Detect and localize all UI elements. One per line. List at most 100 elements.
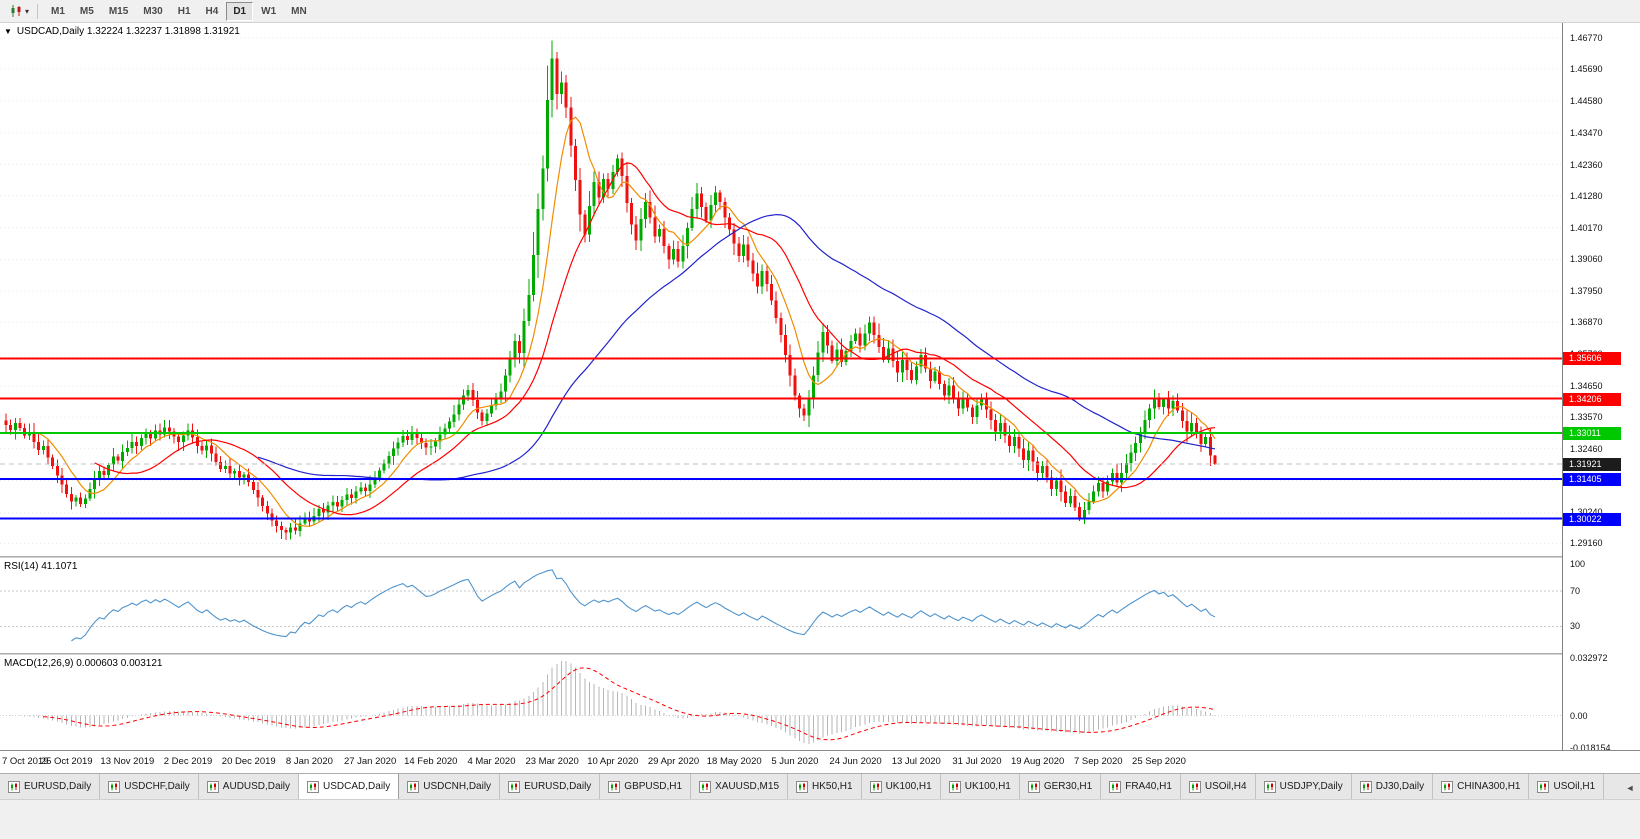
time-axis-label: 7 Sep 2020 — [1073, 756, 1123, 767]
price-axis-tick: 1.43470 — [1570, 128, 1603, 138]
chart-tab-label: XAUUSD,M15 — [715, 781, 779, 792]
time-axis-label: 10 Apr 2020 — [587, 756, 639, 767]
chart-ohlc-text: USDCAD,Daily 1.32224 1.32237 1.31898 1.3… — [16, 26, 240, 37]
macd-axis-tick: 0.00 — [1570, 711, 1588, 721]
timeframe-button-group: M1 M5 M15 M30 H1 H4 D1 W1 MN — [44, 1, 314, 21]
time-axis-label: 14 Feb 2020 — [404, 756, 458, 767]
price-axis-tick: 1.45690 — [1570, 64, 1603, 74]
mini-chart-icon — [796, 780, 808, 793]
mini-chart-icon — [8, 780, 20, 793]
price-axis[interactable]: 1.46770 1.45690 1.44580 1.43470 1.42360 1.412… — [1562, 23, 1640, 753]
macd-axis-tick: -0.018154 — [1570, 743, 1611, 753]
hline-price-badge: 1.30022 — [1563, 513, 1621, 526]
macd-indicator-label: MACD(12,26,9) 0.000603 0.003121 — [4, 658, 162, 669]
tab-scroll-left-button[interactable]: ◄ — [1620, 775, 1640, 799]
mini-chart-icon — [948, 780, 961, 793]
price-axis-tick: 1.41280 — [1570, 191, 1603, 201]
chart-tab-label: UK100,H1 — [964, 781, 1011, 792]
chart-type-dropdown-button[interactable]: ▾ — [4, 1, 34, 21]
pane-separator[interactable] — [0, 556, 1640, 558]
timeframe-button-m5[interactable]: M5 — [73, 2, 101, 21]
mini-chart-icon — [206, 780, 219, 793]
time-axis-label: 13 Jul 2020 — [891, 756, 941, 767]
macd-histogram — [10, 661, 1216, 744]
rsi-plot — [0, 569, 1562, 642]
chart-tab-label: USOil,H1 — [1553, 781, 1596, 792]
time-axis[interactable]: 7 Oct 2019 25 Oct 2019 13 Nov 2019 2 Dec 20… — [0, 750, 1640, 773]
time-axis-label: 31 Jul 2020 — [952, 756, 1002, 767]
mini-chart-icon — [1537, 780, 1550, 793]
chart-tab-label: UK100,H1 — [885, 781, 932, 792]
mini-chart-icon — [1359, 780, 1372, 793]
price-axis-tick: 1.36870 — [1570, 317, 1603, 327]
time-axis-label: 2 Dec 2019 — [163, 756, 213, 767]
price-axis-tick: 1.29160 — [1570, 538, 1603, 548]
chart-tab-fra40-h1[interactable]: FRA40,H1 — [1101, 774, 1181, 799]
chart-tab-label: HK50,H1 — [812, 781, 853, 792]
timeframe-button-w1[interactable]: W1 — [254, 2, 283, 21]
macd-plot — [0, 661, 1562, 744]
chart-tab-label: CHINA300,H1 — [1457, 781, 1521, 792]
chart-tab-gbpusd-h1[interactable]: GBPUSD,H1 — [600, 774, 692, 799]
price-axis-tick: 1.30240 — [1570, 507, 1603, 517]
chart-tab-label: USDJPY,Daily — [1279, 781, 1343, 792]
timeframe-button-m15[interactable]: M15 — [102, 2, 135, 21]
timeframe-button-m1[interactable]: M1 — [44, 2, 72, 21]
chart-tab-usoil-h1[interactable]: USOil,H1 — [1529, 774, 1605, 799]
chart-tab-uk100-h1[interactable]: UK100,H1 — [861, 774, 941, 799]
time-axis-label: 29 Apr 2020 — [647, 756, 700, 767]
rsi-indicator-label: RSI(14) 41.1071 — [4, 561, 77, 572]
chart-tab-eurusd-daily[interactable]: EURUSD,Daily — [500, 774, 601, 799]
candlestick-plot — [0, 37, 1562, 544]
bid-price-badge: 1.31921 — [1563, 458, 1621, 471]
chart-tab-label: GER30,H1 — [1043, 781, 1093, 792]
macd-label-text: MACD(12,26,9) 0.000603 0.003121 — [4, 658, 163, 669]
chart-tab-uk100-h1[interactable]: UK100,H1 — [940, 774, 1020, 799]
price-axis-tick: 1.32460 — [1570, 444, 1603, 454]
mini-chart-icon — [1441, 780, 1454, 793]
price-axis-tick: 1.40170 — [1570, 223, 1603, 233]
chart-tab-usdjpy-daily[interactable]: USDJPY,Daily — [1255, 774, 1352, 799]
chart-tab-china300-h1[interactable]: CHINA300,H1 — [1433, 774, 1530, 799]
chart-tab-hk50-h1[interactable]: HK50,H1 — [788, 774, 862, 799]
time-axis-label: 18 May 2020 — [706, 756, 762, 767]
chart-tab-audusd-daily[interactable]: AUDUSD,Daily — [198, 774, 300, 799]
candles-series — [4, 40, 1217, 541]
chart-tab-xauusd-m15[interactable]: XAUUSD,M15 — [691, 774, 788, 799]
price-axis-tick: 1.46770 — [1570, 33, 1603, 43]
chevron-down-icon: ▾ — [25, 6, 30, 16]
pane-separator[interactable] — [0, 653, 1640, 655]
price-pane[interactable]: ▼ USDCAD,Daily 1.32224 1.32237 1.31898 1… — [0, 23, 1562, 556]
timeframe-button-h1[interactable]: H1 — [171, 2, 198, 21]
timeframe-button-m30[interactable]: M30 — [136, 2, 169, 21]
chart-tab-eurusd-daily[interactable]: EURUSD,Daily — [0, 774, 101, 799]
price-axis-tick: 1.39060 — [1570, 254, 1603, 264]
chart-tab-label: DJ30,Daily — [1375, 781, 1425, 792]
rsi-pane[interactable]: RSI(14) 41.1071 — [0, 558, 1562, 653]
timeframe-button-mn[interactable]: MN — [284, 2, 314, 21]
chart-tab-label: EURUSD,Daily — [524, 781, 592, 792]
chart-tab-dj30-daily[interactable]: DJ30,Daily — [1351, 774, 1434, 799]
macd-pane[interactable]: MACD(12,26,9) 0.000603 0.003121 — [0, 655, 1562, 750]
toolbar-separator — [37, 3, 39, 19]
time-axis-label: 7 Oct 2019 — [2, 756, 49, 767]
rsi-label-text: RSI(14) 41.1071 — [4, 561, 78, 572]
chart-tab-usoil-h4[interactable]: USOil,H4 — [1180, 774, 1256, 799]
chart-tab-ger30-h1[interactable]: GER30,H1 — [1019, 774, 1102, 799]
chart-tab-label: GBPUSD,H1 — [624, 781, 683, 792]
mini-chart-icon — [1263, 780, 1276, 793]
timeframe-button-d1[interactable]: D1 — [226, 1, 254, 21]
chart-tab-label: USDCHF,Daily — [124, 781, 190, 792]
time-axis-label: 19 Aug 2020 — [1010, 756, 1065, 767]
chart-tab-usdcnh-daily[interactable]: USDCNH,Daily — [399, 774, 501, 799]
time-axis-label: 25 Oct 2019 — [40, 756, 93, 767]
chart-tab-usdcad-daily[interactable]: USDCAD,Daily — [299, 774, 400, 799]
hline-price-badge: 1.33011 — [1563, 427, 1621, 440]
chart-tab-bar: EURUSD,Daily USDCHF,Daily AUDUSD,Daily USDC… — [0, 773, 1640, 799]
rsi-axis-tick: 70 — [1570, 586, 1581, 596]
timeframe-button-h4[interactable]: H4 — [199, 2, 226, 21]
time-axis-label: 8 Jan 2020 — [285, 756, 333, 767]
one-click-trading-collapse-icon[interactable]: ▼ — [4, 27, 12, 36]
chart-tab-usdchf-daily[interactable]: USDCHF,Daily — [100, 774, 199, 799]
